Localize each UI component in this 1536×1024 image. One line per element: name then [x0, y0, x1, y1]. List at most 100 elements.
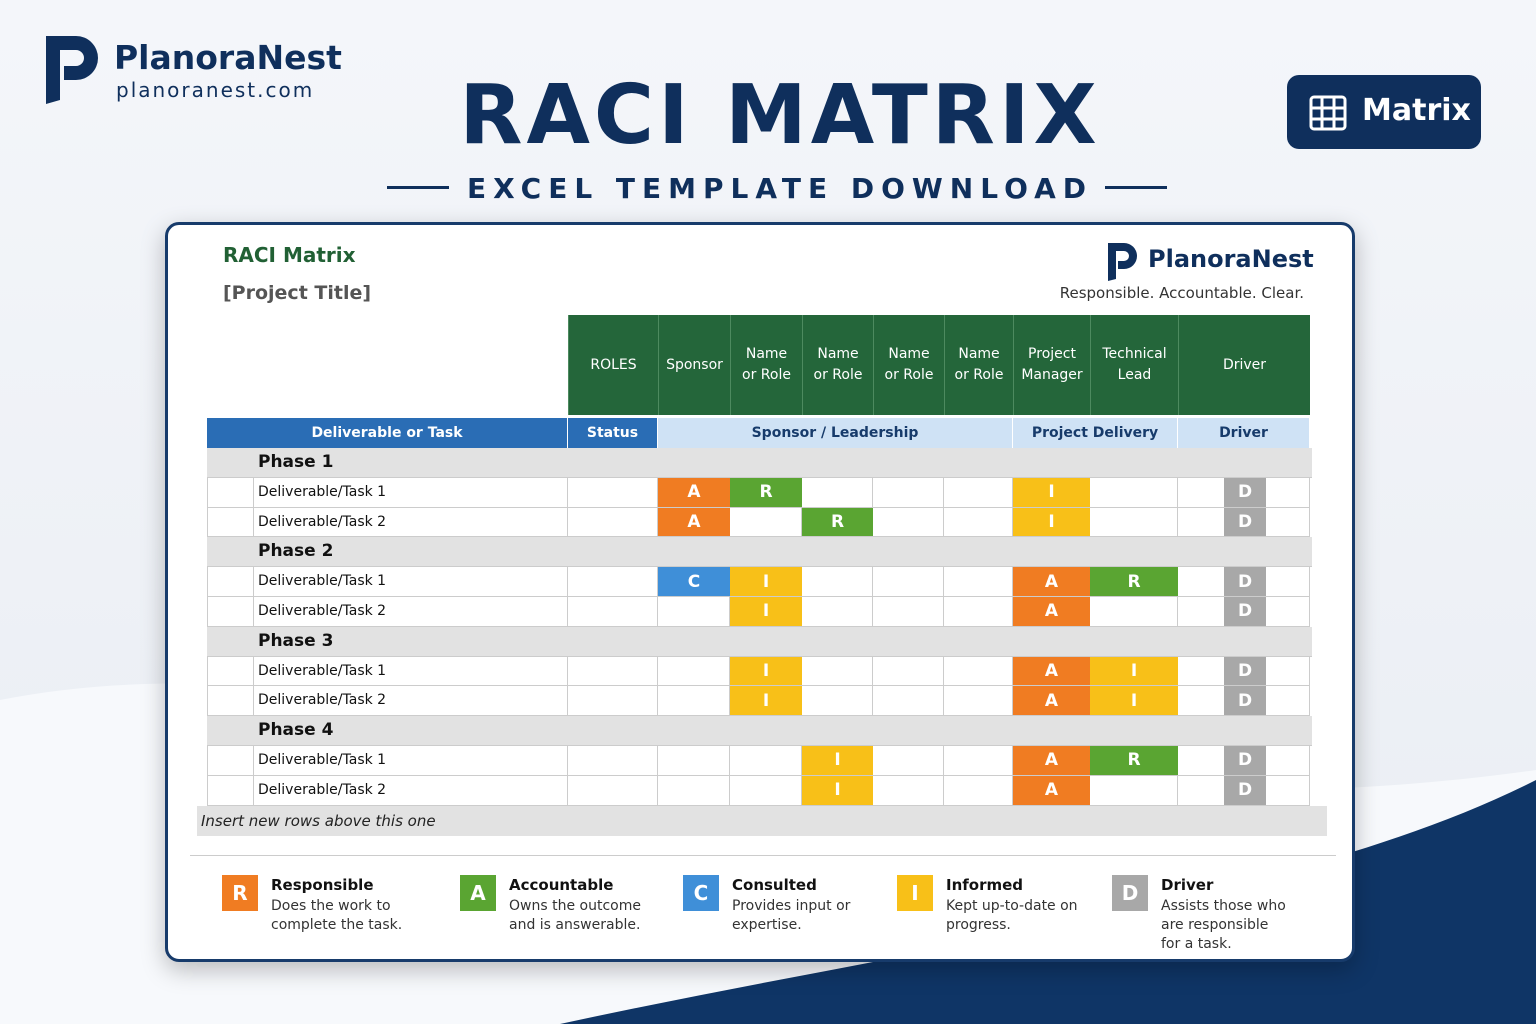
matrix-cell [1090, 477, 1178, 508]
row-spacer [207, 507, 254, 538]
matrix-cell [568, 477, 658, 508]
matrix-cell [568, 686, 658, 717]
phase-row [207, 716, 1312, 746]
sheet-brand: PlanoraNest [1148, 245, 1314, 273]
sheet-logo [1108, 243, 1137, 281]
legend-desc: Provides input or expertise. [732, 898, 851, 933]
matrix-cell [1178, 746, 1310, 776]
raci-letter: R [802, 507, 873, 537]
matrix-cell [873, 597, 944, 627]
column-header: Name or Role [944, 315, 1013, 415]
matrix-cell [568, 507, 658, 538]
row-spacer [207, 597, 254, 627]
raci-letter: I [1090, 686, 1178, 716]
matrix-cell [568, 567, 658, 597]
logo-icon [46, 36, 98, 104]
group-header: Status [568, 418, 658, 448]
matrix-cell [568, 775, 658, 806]
phase-name: Phase 2 [258, 541, 334, 562]
matrix-cell [658, 597, 730, 627]
raci-letter: I [730, 686, 802, 716]
sheet: RACI Matrix [Project Title] PlanoraNest … [165, 222, 1355, 962]
phase-row [207, 448, 1312, 478]
task-name: Deliverable/Task 2 [254, 686, 568, 717]
matrix-cell [658, 656, 730, 687]
raci-letter: I [730, 656, 802, 686]
raci-letter: D [1224, 597, 1266, 626]
legend-swatch: D [1112, 875, 1148, 911]
raci-letter: I [730, 567, 802, 596]
task-name: Deliverable/Task 1 [254, 746, 568, 776]
matrix-cell [1090, 597, 1178, 627]
matrix-cell [1090, 775, 1178, 806]
phase-name: Phase 4 [258, 720, 334, 741]
sheet-title: RACI Matrix [223, 243, 356, 267]
legend-desc: Does the work to complete the task. [271, 898, 403, 933]
raci-letter: I [1013, 507, 1090, 537]
footer-row: Insert new rows above this one [197, 805, 1327, 836]
task-name: Deliverable/Task 1 [254, 656, 568, 687]
row-spacer [207, 746, 254, 776]
column-header: Project Manager [1013, 315, 1090, 415]
row-spacer [207, 686, 254, 717]
raci-letter: D [1224, 746, 1266, 775]
matrix-cell [658, 775, 730, 806]
raci-letter: D [1224, 686, 1266, 716]
group-header: Driver [1178, 418, 1310, 448]
raci-letter: A [658, 507, 730, 537]
column-header: Name or Role [873, 315, 944, 415]
group-header: Sponsor / Leadership [658, 418, 1013, 448]
phase-name: Phase 3 [258, 630, 334, 651]
task-name: Deliverable/Task 2 [254, 775, 568, 806]
raci-letter: I [1090, 656, 1178, 686]
row-spacer [207, 477, 254, 508]
matrix-cell [873, 567, 944, 597]
raci-letter: A [1013, 567, 1090, 596]
matrix-cell [873, 507, 944, 538]
column-header: Technical Lead [1090, 315, 1178, 415]
raci-letter: D [1224, 507, 1266, 537]
legend-swatch: I [897, 875, 933, 911]
legend-name: Driver [1161, 876, 1214, 894]
raci-letter: I [1013, 477, 1090, 507]
matrix-cell [802, 656, 873, 687]
raci-letter: R [1090, 746, 1178, 775]
row-spacer [207, 567, 254, 597]
matrix-cell [802, 597, 873, 627]
raci-letter: A [1013, 775, 1090, 805]
matrix-cell [568, 597, 658, 627]
column-header: ROLES [568, 315, 658, 415]
group-header: Deliverable or Task [207, 418, 568, 448]
matrix-cell [658, 686, 730, 717]
matrix-cell [1178, 686, 1310, 717]
rule [1105, 186, 1167, 189]
raci-letter: R [1090, 567, 1178, 596]
legend-name: Accountable [509, 876, 614, 894]
matrix-cell [568, 746, 658, 776]
matrix-cell [730, 775, 802, 806]
brand-url: planoranest.com [116, 78, 315, 102]
task-name: Deliverable/Task 2 [254, 597, 568, 627]
legend-name: Responsible [271, 876, 374, 894]
matrix-cell [1090, 507, 1178, 538]
legend-swatch: A [460, 875, 496, 911]
raci-letter: A [658, 477, 730, 507]
matrix-cell [730, 746, 802, 776]
task-name: Deliverable/Task 1 [254, 477, 568, 508]
main-title: RACI MATRIX [459, 68, 1101, 163]
task-name: Deliverable/Task 2 [254, 507, 568, 538]
raci-letter: R [730, 477, 802, 507]
matrix-cell [873, 477, 944, 508]
group-header: Project Delivery [1013, 418, 1178, 448]
tagline: Responsible. Accountable. Clear. [1059, 284, 1304, 302]
raci-letter: I [802, 775, 873, 805]
matrix-cell [1178, 597, 1310, 627]
legend-desc: Assists those who are responsible for a … [1161, 898, 1286, 952]
raci-letter: C [658, 567, 730, 596]
matrix-cell [944, 597, 1013, 627]
matrix-cell [1178, 477, 1310, 508]
header-band [568, 315, 1310, 415]
task-name: Deliverable/Task 1 [254, 567, 568, 597]
matrix-cell [802, 567, 873, 597]
